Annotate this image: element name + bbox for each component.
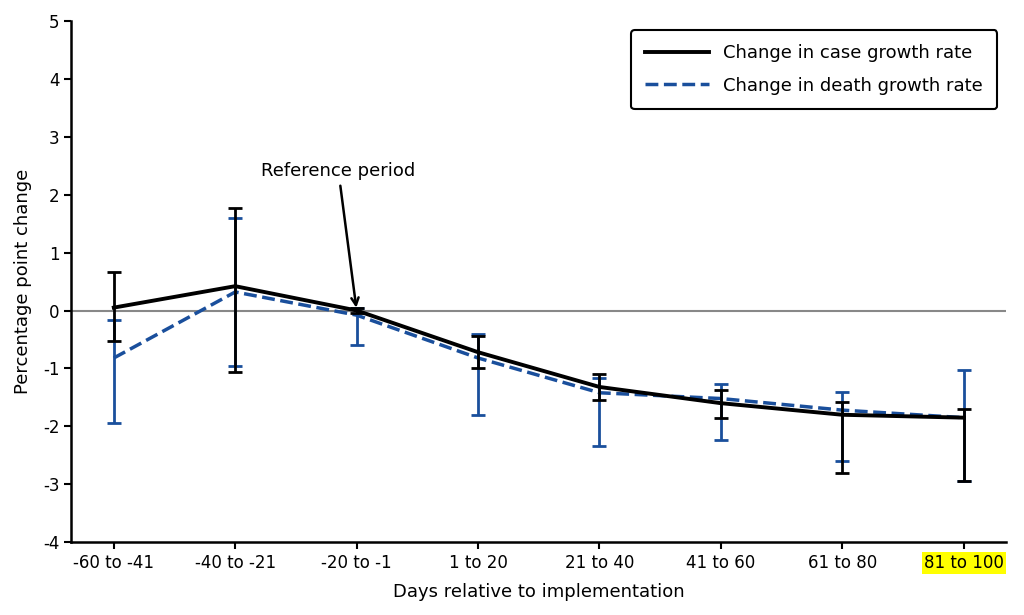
Legend: Change in case growth rate, Change in death growth rate: Change in case growth rate, Change in de…	[631, 30, 997, 109]
Y-axis label: Percentage point change: Percentage point change	[14, 169, 32, 394]
Text: Reference period: Reference period	[261, 162, 416, 305]
X-axis label: Days relative to implementation: Days relative to implementation	[393, 583, 685, 601]
